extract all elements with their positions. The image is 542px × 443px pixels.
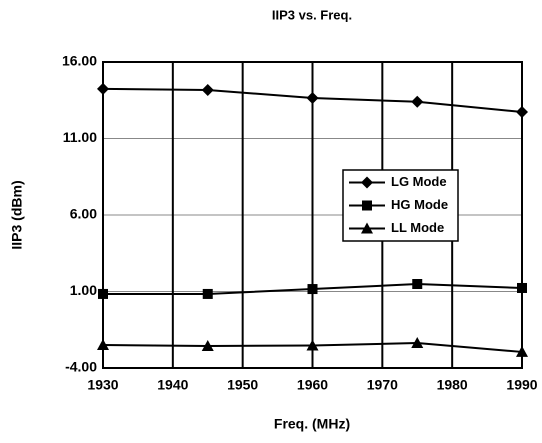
marker [516, 345, 528, 357]
x-tick-label: 1960 [297, 377, 328, 393]
marker [202, 288, 213, 299]
marker [516, 106, 528, 119]
marker [411, 95, 424, 108]
marker [97, 82, 109, 95]
y-tick-label: 16.00 [62, 53, 97, 69]
chart-title: IIP3 vs. Freq. [272, 7, 352, 22]
x-tick-label: 1950 [227, 377, 258, 393]
marker [201, 83, 214, 96]
y-tick-label: -4.00 [65, 359, 97, 375]
y-axis-label: IIP3 (dBm) [9, 180, 25, 249]
marker [412, 279, 423, 290]
marker [307, 284, 318, 295]
x-axis-label: Freq. (MHz) [274, 416, 350, 432]
marker [306, 91, 319, 104]
legend-label: LL Mode [391, 220, 444, 235]
x-tick-label: 1940 [157, 377, 188, 393]
marker [201, 339, 214, 351]
marker [517, 282, 527, 293]
x-tick-label: 1980 [437, 377, 468, 393]
marker [361, 222, 373, 234]
series [98, 279, 527, 299]
series [97, 337, 528, 357]
x-tick-label: 1970 [367, 377, 398, 393]
series [97, 82, 528, 119]
y-tick-label: 1.00 [70, 282, 97, 298]
x-tick-label: 1990 [506, 377, 537, 393]
marker [98, 288, 108, 299]
marker [361, 176, 373, 189]
marker [306, 339, 319, 351]
marker [411, 337, 424, 349]
marker [362, 200, 372, 211]
x-tick-label: 1930 [87, 377, 118, 393]
y-tick-label: 6.00 [70, 206, 97, 222]
legend: LG Mode HG Mode LL Mode [342, 169, 459, 242]
marker [97, 339, 109, 351]
legend-label: HG Mode [391, 197, 448, 212]
legend-label: LG Mode [391, 174, 447, 189]
y-tick-label: 11.00 [63, 129, 97, 145]
plot-frame [102, 61, 523, 369]
